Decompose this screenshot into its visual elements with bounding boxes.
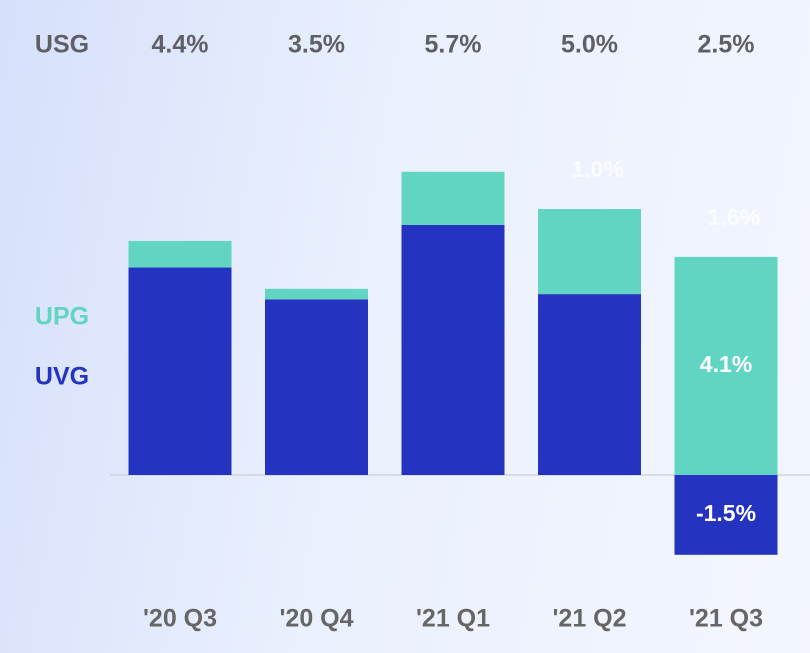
- x-tick-label: '20 Q3: [143, 605, 217, 633]
- x-tick-label: '21 Q1: [416, 605, 490, 633]
- usg-label: USG: [35, 31, 89, 59]
- x-tick-label: '21 Q3: [689, 605, 763, 633]
- x-tick-label: '21 Q2: [552, 605, 626, 633]
- bar-segment: [401, 224, 505, 475]
- usg-value: 3.5%: [288, 31, 345, 59]
- usg-value: 5.0%: [561, 31, 618, 59]
- value-label-faint: 1.6%: [708, 204, 760, 230]
- bar-segment: [538, 209, 641, 295]
- bar-segment: [538, 294, 641, 475]
- bar-segment: [674, 256, 778, 475]
- value-label: 4.1%: [700, 351, 752, 377]
- x-tick-label: '20 Q4: [279, 605, 353, 633]
- value-label: -1.5%: [696, 500, 756, 526]
- usg-value: 2.5%: [698, 31, 755, 59]
- bar-segment: [265, 288, 368, 300]
- bar-segment: [128, 240, 232, 268]
- bar-segment: [401, 171, 505, 225]
- bar-segment: [265, 299, 368, 475]
- value-label-faint: 1.0%: [571, 156, 623, 182]
- bar-segment: [128, 267, 232, 475]
- bar-segment: [674, 475, 778, 555]
- usg-value: 4.4%: [152, 31, 209, 59]
- legend-upg: UPG: [35, 303, 89, 331]
- legend-uvg: UVG: [35, 363, 89, 391]
- usg-value: 5.7%: [425, 31, 482, 59]
